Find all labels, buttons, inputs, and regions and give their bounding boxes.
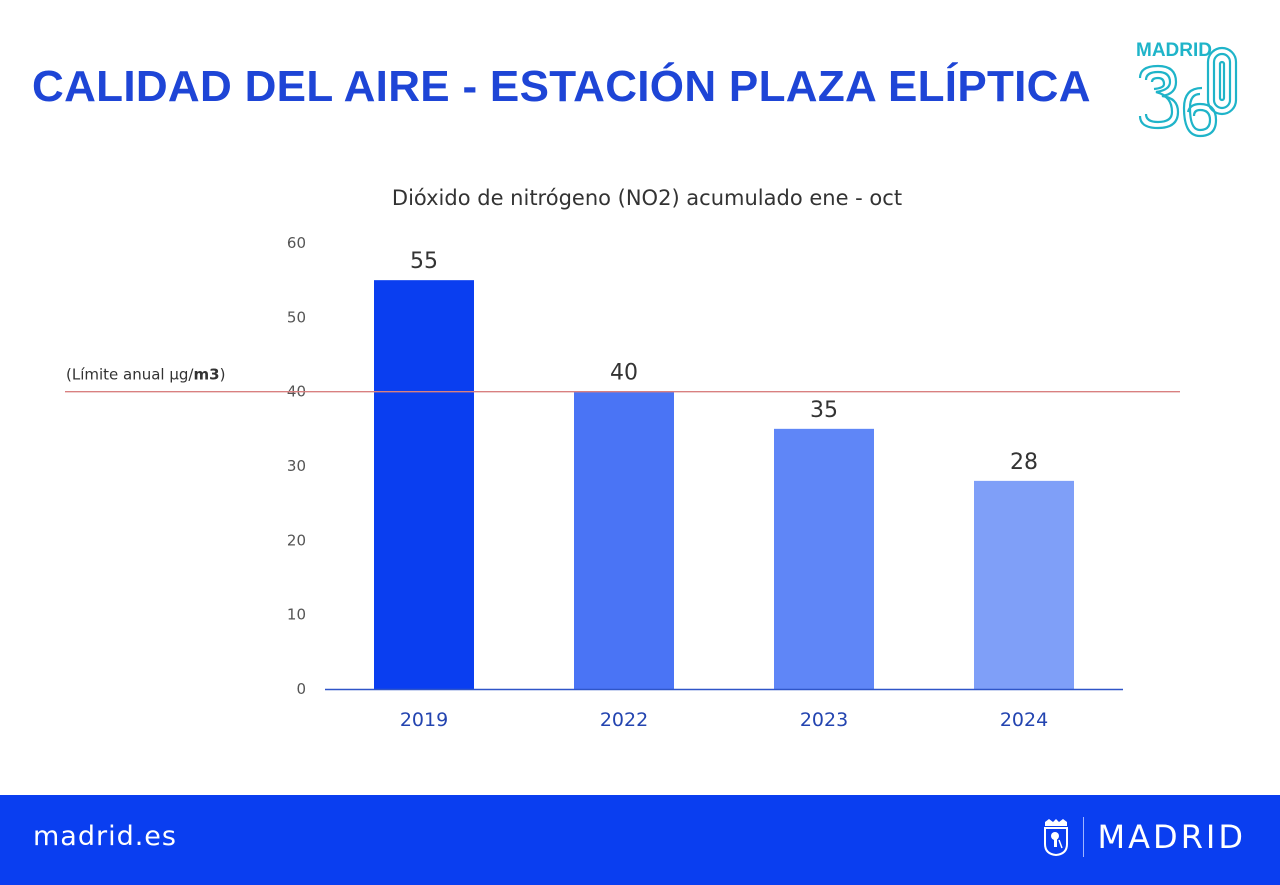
madrid-crest-icon (1043, 819, 1068, 856)
brand-separator (1082, 817, 1084, 857)
data-label: 28 (1010, 450, 1038, 475)
data-label: 40 (610, 361, 638, 386)
y-tick-label: 30 (287, 457, 306, 475)
x-tick-label: 2019 (400, 709, 448, 731)
x-tick-label: 2022 (600, 709, 648, 731)
y-tick-label: 60 (287, 234, 306, 252)
data-label: 35 (810, 398, 838, 423)
logo-text: MADRID (1136, 40, 1212, 61)
x-tick-label: 2023 (800, 709, 848, 731)
madrid-wordmark: MADRID (1097, 818, 1246, 856)
madrid-brand: MADRID (1043, 817, 1246, 857)
bar-2019 (374, 280, 474, 689)
x-tick-label: 2024 (1000, 709, 1048, 731)
bar-2024 (974, 480, 1074, 689)
y-tick-label: 10 (287, 606, 306, 624)
data-label: 55 (410, 249, 438, 274)
bar-2022 (574, 391, 674, 689)
bar-chart: Dióxido de nitrógeno (NO2) acumulado ene… (65, 186, 1180, 731)
footer-url-link[interactable]: madrid.es (33, 821, 177, 852)
chart-title: Dióxido de nitrógeno (NO2) acumulado ene… (392, 186, 902, 210)
bar-2023 (774, 428, 874, 689)
logo-360-icon (1138, 46, 1238, 138)
y-tick-label: 0 (296, 680, 306, 698)
page-title: CALIDAD DEL AIRE - ESTACIÓN PLAZA ELÍPTI… (32, 62, 1091, 111)
y-tick-label: 50 (287, 308, 306, 326)
y-tick-label: 20 (287, 531, 306, 549)
footer-bar: madrid.es MADRID (0, 795, 1280, 885)
limit-line-label: (Límite anual µg/m3) (66, 366, 225, 384)
madrid-360-logo: MADRID (1136, 40, 1238, 138)
